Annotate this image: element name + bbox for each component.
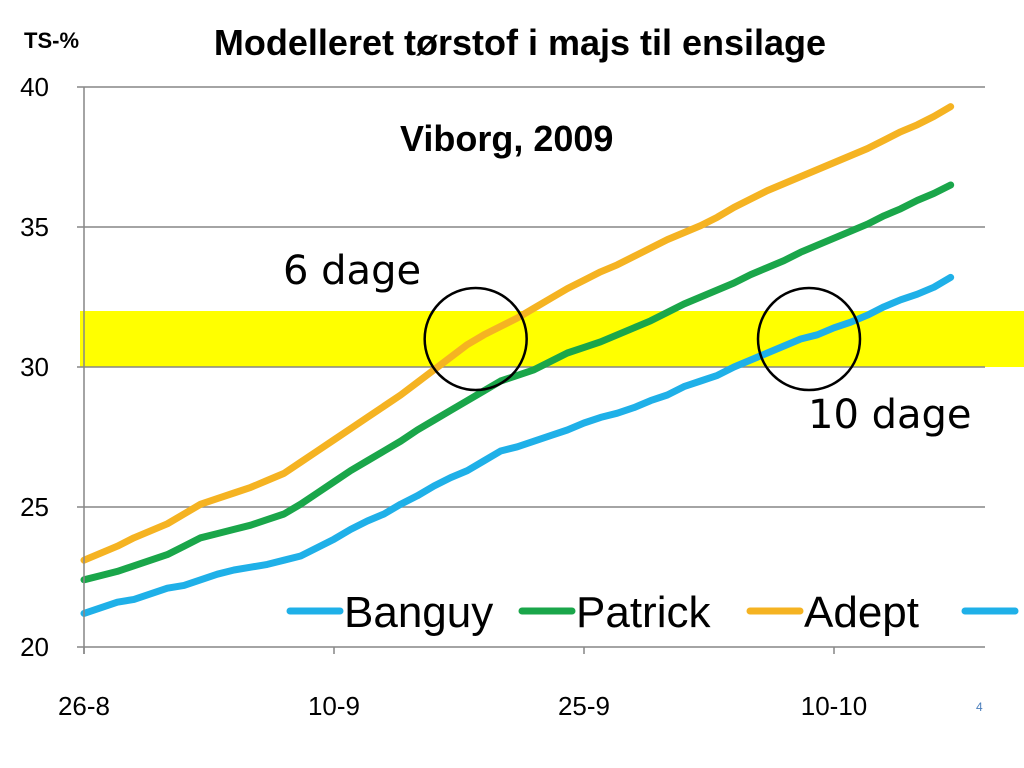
page-number: 4	[976, 700, 983, 714]
annotation-circle	[423, 286, 528, 392]
annotation-label: 10 dage	[808, 392, 972, 438]
series-line-banguy	[80, 273, 955, 617]
axes-layer	[77, 86, 985, 654]
legend-label: Adept	[804, 588, 919, 637]
legend-label: Patrick	[576, 588, 711, 637]
annotation-circle	[756, 286, 862, 392]
series-line-patrick	[80, 181, 955, 584]
x-tick-label: 26-8	[58, 691, 110, 721]
legend-label: Banguy	[344, 588, 493, 637]
y-tick-label: 30	[20, 352, 49, 382]
series-layer	[80, 103, 955, 617]
tick-label-layer: 20 25 30 35 40 26-8 10-9 25-9 10-10	[20, 72, 867, 721]
y-tick-label: 20	[20, 632, 49, 662]
x-tick-label: 25-9	[558, 691, 610, 721]
y-tick-label: 40	[20, 72, 49, 102]
annotation-label: 6 dage	[283, 248, 421, 294]
chart-subtitle: Viborg, 2009	[400, 118, 614, 159]
y-axis-unit-label: TS-%	[24, 28, 79, 53]
annotation-layer: 6 dage 10 dage	[283, 248, 972, 438]
x-tick-label: 10-9	[308, 691, 360, 721]
chart-title: Modelleret tørstof i majs til ensilage	[213, 22, 827, 63]
y-tick-label: 25	[20, 492, 49, 522]
series-line-adept	[80, 103, 955, 564]
legend-layer: Banguy Patrick Adept	[286, 588, 1019, 637]
x-tick-label: 10-10	[801, 691, 868, 721]
y-tick-label: 35	[20, 212, 49, 242]
